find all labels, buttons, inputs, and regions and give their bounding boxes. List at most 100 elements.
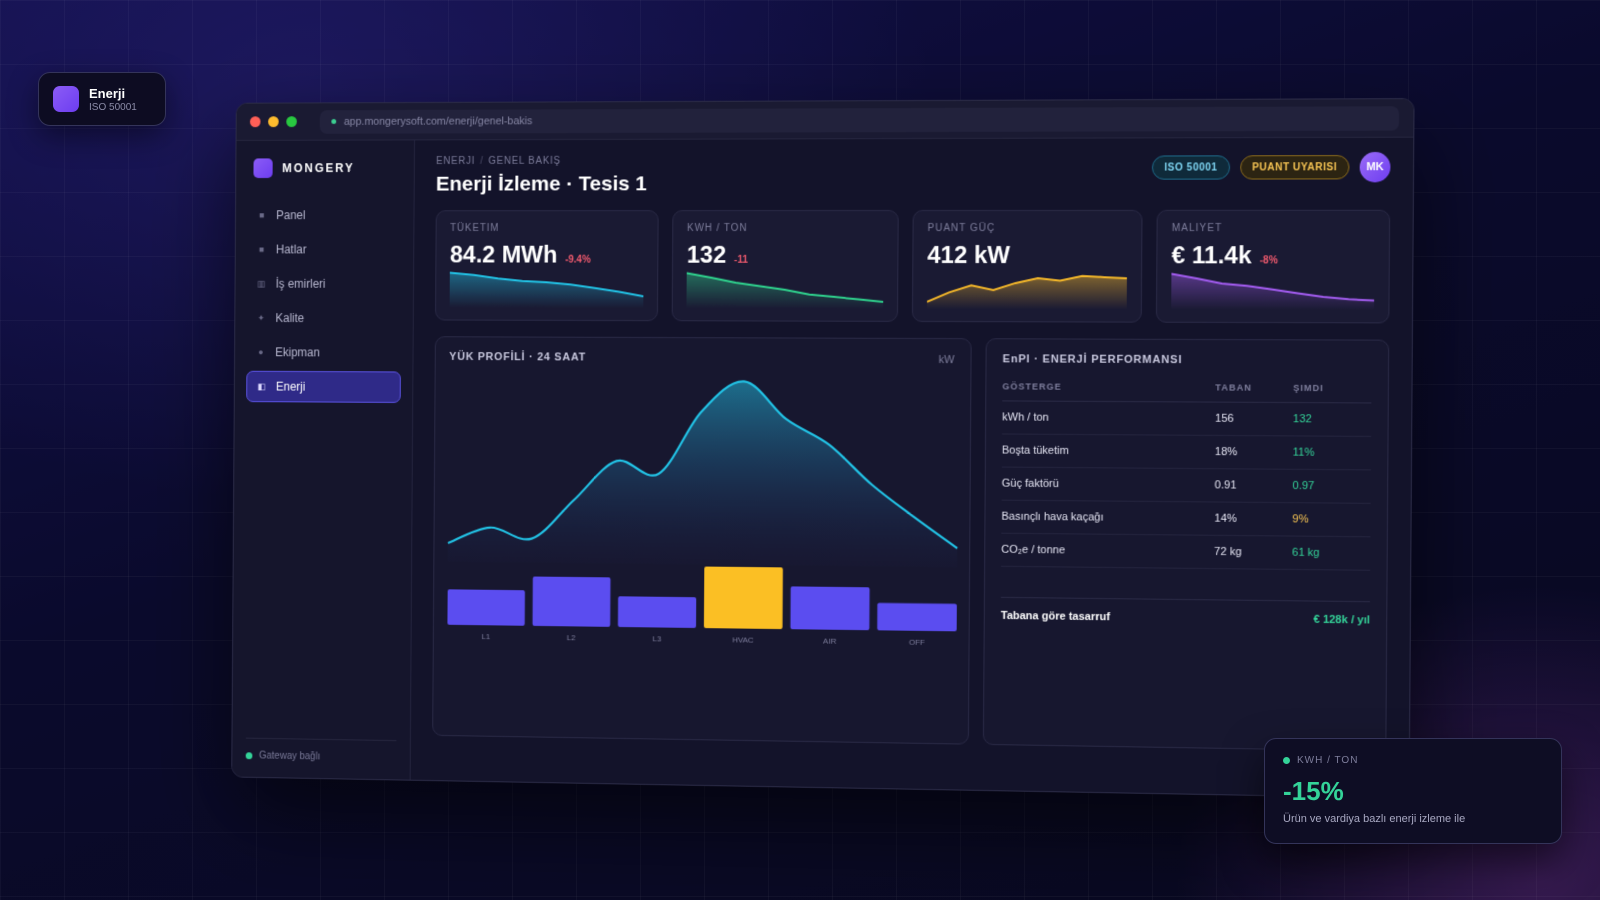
- indicator-name: kWh / ton: [1002, 401, 1215, 435]
- bar-label: HVAC: [732, 635, 754, 644]
- sidebar-nav: ■ Panel ■ Hatlar ▥ İş emirleri ✦ Kalite ● Ekipman…: [246, 199, 402, 403]
- bar-off[interactable]: [877, 603, 957, 631]
- list-icon: ▥: [257, 278, 267, 289]
- sidebar-item-1[interactable]: ■ Hatlar: [247, 234, 402, 266]
- column-header-now: ŞIMDI: [1293, 383, 1371, 403]
- kpi-card-0[interactable]: TÜKETIM 84.2 MWh -9.4%: [435, 210, 659, 321]
- kpi-label: PUANT GÜÇ: [927, 223, 1127, 234]
- bar-l1[interactable]: [447, 589, 525, 626]
- table-row[interactable]: Boşta tüketim 18% 11%: [1002, 434, 1371, 470]
- brand-name: MONGERY: [282, 161, 355, 175]
- highlight-label: KWH / TON: [1283, 755, 1543, 766]
- current-value: 9%: [1292, 503, 1370, 537]
- brand: MONGERY: [248, 158, 403, 178]
- indicator-name: CO₂e / tonne: [1001, 533, 1214, 568]
- bar-label: L1: [482, 632, 491, 641]
- peak-warning-badge[interactable]: PUANT UYARISI: [1240, 155, 1350, 179]
- table-row[interactable]: CO₂e / tonne 72 kg 61 kg: [1001, 533, 1370, 570]
- kpi-sparkline: [1171, 271, 1374, 310]
- enpi-title: EnPI · ENERJİ PERFORMANSI: [1003, 353, 1372, 367]
- sidebar-item-label: Panel: [276, 208, 305, 222]
- column-header-indicator: GÖSTERGE: [1002, 381, 1215, 402]
- indicator-name: Güç faktörü: [1002, 467, 1215, 502]
- url-bar[interactable]: app.mongerysoft.com/enerji/genel-bakis: [320, 106, 1399, 134]
- gateway-status: Gateway bağlı: [246, 738, 397, 764]
- browser-titlebar: app.mongerysoft.com/enerji/genel-bakis: [237, 99, 1414, 141]
- diamond-icon: ✦: [256, 313, 266, 324]
- load-profile-chart: L1 L2 L3 HVAC AIR OFF: [434, 367, 973, 680]
- kpi-sparkline: [927, 271, 1127, 310]
- kpi-value: 132: [687, 242, 727, 270]
- iso-badge[interactable]: ISO 50001: [1152, 155, 1230, 179]
- current-value: 132: [1293, 403, 1371, 437]
- secure-indicator-icon: [331, 119, 336, 124]
- sidebar: MONGERY ■ Panel ■ Hatlar ▥ İş emirleri ✦ Kalite…: [232, 140, 415, 779]
- savings-label: Tabana göre tasarruf: [1001, 610, 1110, 623]
- bar-label: L2: [567, 633, 576, 642]
- column-header-base: TABAN: [1215, 382, 1293, 402]
- sidebar-item-label: Enerji: [276, 380, 305, 394]
- bar-label: OFF: [909, 638, 925, 647]
- sidebar-item-label: Ekipman: [275, 345, 320, 359]
- kpi-value: € 11.4k: [1171, 242, 1251, 270]
- kwh-ton-highlight-card: KWH / TON -15% Ürün ve vardiya bazlı ene…: [1264, 738, 1562, 844]
- bar-label: L3: [653, 634, 662, 643]
- minimize-window-button[interactable]: [268, 116, 279, 127]
- base-value: 14%: [1214, 502, 1292, 536]
- maximize-window-button[interactable]: [286, 116, 297, 127]
- bar-l3[interactable]: [618, 596, 696, 628]
- bar-hvac[interactable]: [704, 567, 783, 629]
- kpi-value: 84.2 MWh: [450, 242, 558, 270]
- enpi-table: GÖSTERGE TABAN ŞIMDI kWh / ton 156 132 Boşt…: [1001, 381, 1371, 570]
- kpi-row: TÜKETIM 84.2 MWh -9.4% KWH / TON 132 -11 PUANT…: [435, 210, 1390, 324]
- square-icon: ■: [257, 245, 267, 255]
- table-row[interactable]: kWh / ton 156 132: [1002, 401, 1371, 437]
- highlight-label-text: KWH / TON: [1297, 755, 1358, 766]
- base-value: 18%: [1215, 435, 1293, 469]
- kpi-sparkline: [686, 271, 883, 309]
- bar-label: AIR: [823, 637, 837, 646]
- sidebar-item-0[interactable]: ■ Panel: [247, 199, 402, 230]
- sidebar-item-3[interactable]: ✦ Kalite: [247, 302, 402, 334]
- savings-row: Tabana göre tasarruf € 128k / yıl: [1001, 597, 1370, 627]
- indicator-name: Boşta tüketim: [1002, 434, 1215, 469]
- load-profile-unit: kW: [939, 354, 955, 366]
- indicator-name: Basınçlı hava kaçağı: [1001, 500, 1214, 535]
- kpi-card-2[interactable]: PUANT GÜÇ 412 kW: [912, 210, 1143, 323]
- energy-icon: ◧: [257, 381, 267, 392]
- close-window-button[interactable]: [250, 116, 261, 127]
- module-badge: Enerji ISO 50001: [38, 72, 166, 126]
- status-dot-icon: [246, 752, 253, 759]
- breadcrumb-current: GENEL BAKIŞ: [488, 156, 561, 167]
- kpi-sparkline: [450, 270, 644, 308]
- header-actions: ISO 50001 PUANT UYARISI MK: [1152, 152, 1390, 183]
- sidebar-item-4[interactable]: ● Ekipman: [246, 337, 401, 369]
- kpi-card-3[interactable]: MALIYET € 11.4k -8%: [1156, 210, 1390, 324]
- bar-air[interactable]: [790, 586, 869, 630]
- sidebar-item-label: Hatlar: [276, 243, 307, 257]
- base-value: 156: [1215, 402, 1293, 436]
- kpi-delta: -11: [734, 255, 748, 266]
- status-dot-icon: [1283, 757, 1290, 764]
- kpi-delta: -8%: [1260, 255, 1278, 266]
- sidebar-item-2[interactable]: ▥ İş emirleri: [247, 268, 402, 300]
- kpi-delta: -9.4%: [565, 255, 591, 266]
- kpi-label: KWH / TON: [687, 223, 884, 234]
- table-row[interactable]: Basınçlı hava kaçağı 14% 9%: [1001, 500, 1370, 537]
- highlight-value: -15%: [1283, 776, 1543, 807]
- load-profile-title: YÜK PROFİLİ · 24 SAAT: [449, 351, 956, 365]
- table-row[interactable]: Güç faktörü 0.91 0.97: [1002, 467, 1371, 503]
- kpi-label: TÜKETIM: [450, 223, 644, 234]
- sidebar-item-5[interactable]: ◧ Enerji: [246, 371, 401, 403]
- savings-value: € 128k / yıl: [1313, 614, 1369, 627]
- bar-l2[interactable]: [532, 577, 610, 627]
- brand-logo-icon: [253, 158, 272, 178]
- avatar[interactable]: MK: [1360, 152, 1391, 182]
- base-value: 72 kg: [1214, 535, 1292, 569]
- module-badge-title: Enerji: [89, 86, 137, 101]
- kpi-card-1[interactable]: KWH / TON 132 -11: [672, 210, 899, 322]
- current-value: 61 kg: [1292, 536, 1370, 570]
- module-logo-icon: [53, 86, 79, 112]
- breadcrumb-root[interactable]: ENERJI: [436, 156, 475, 167]
- url-text: app.mongerysoft.com/enerji/genel-bakis: [344, 115, 533, 127]
